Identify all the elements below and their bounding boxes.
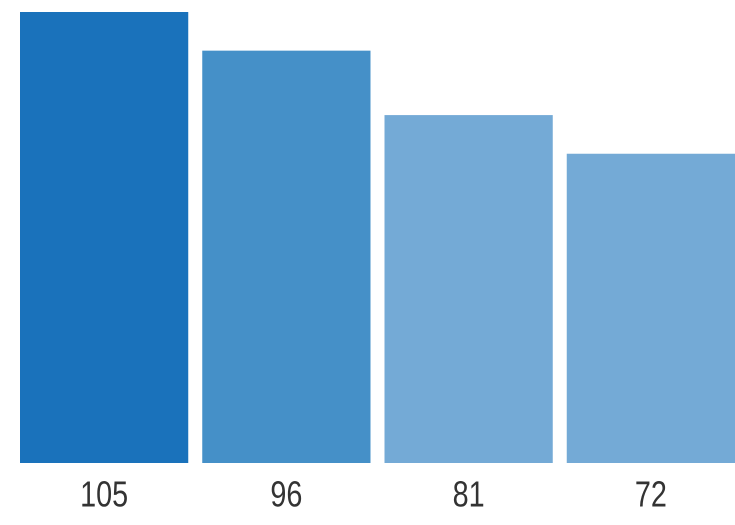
value-label: 105: [80, 473, 128, 514]
bar: [384, 115, 553, 463]
bar: [20, 12, 189, 463]
bar: [202, 50, 371, 464]
value-label: 96: [270, 473, 302, 514]
bar: [566, 153, 735, 463]
value-label: 72: [635, 473, 667, 514]
value-label: 81: [453, 473, 485, 514]
